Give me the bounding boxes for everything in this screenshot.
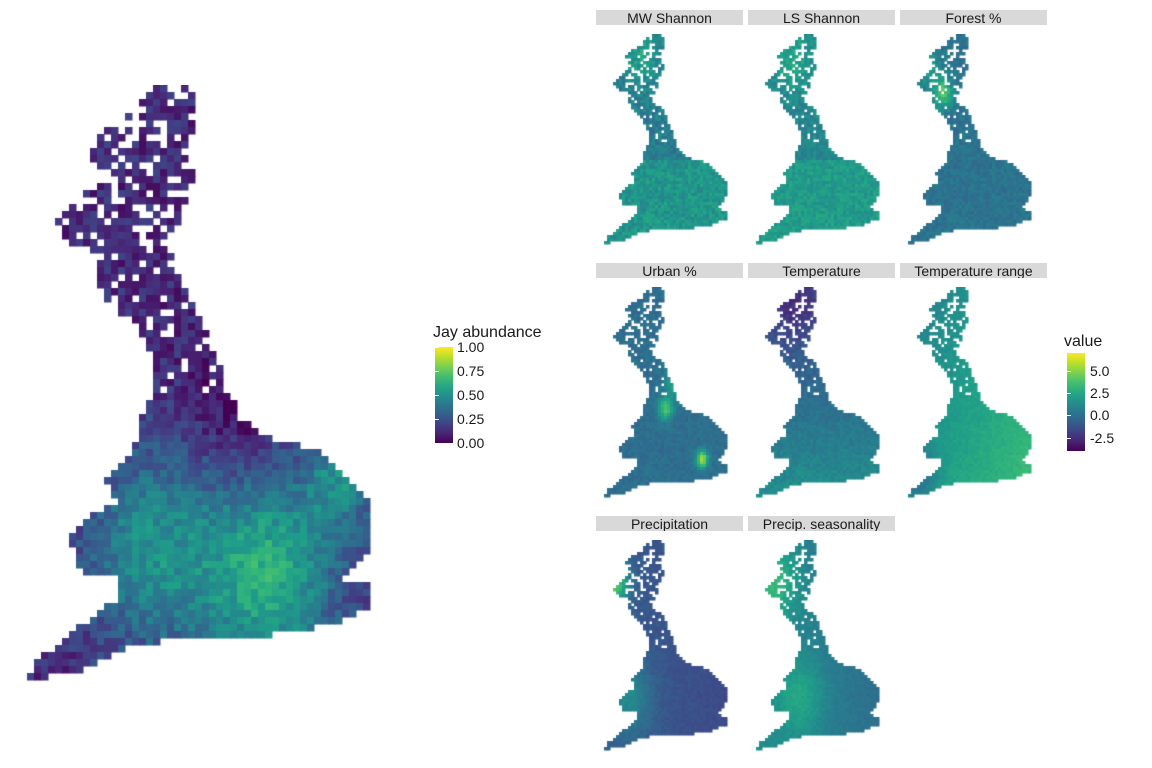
value-legend-tick-mark [1067,415,1071,417]
facet-map-temp [753,287,889,499]
legend-tick-label: 0.50 [457,387,485,403]
legend-tick-label: 0.00 [457,435,485,451]
facet-strip: Temperature range [900,263,1047,278]
value-legend-title: value [1064,333,1103,350]
facet-strip: Forest % [900,10,1047,25]
facet-map-precip [601,540,737,752]
facet-strip: Precip. seasonality [748,516,895,531]
facet-map-trange [905,287,1041,499]
value-legend-tick-mark [1067,393,1071,395]
facet-strip: Urban % [596,263,743,278]
facet-strip: LS Shannon [748,10,895,25]
value-legend-tick-mark [1067,370,1071,372]
legend-tick-mark [435,395,439,396]
legend-tick-mark [435,347,439,348]
value-legend-tick-label: -2.5 [1090,429,1115,446]
facet-map-forest [905,34,1041,246]
value-legend-tick-mark [1067,437,1071,439]
facet-map-mw [601,34,737,246]
facet-strip: MW Shannon [596,10,743,25]
legend-colorbar [435,347,453,443]
facet-strip: Temperature [748,263,895,278]
value-legend-colorbar [1067,353,1085,451]
facet-map-pseason [753,540,889,752]
legend-tick-label: 1.00 [457,339,485,355]
facet-strip: Precipitation [596,516,743,531]
jay-abundance-map [20,85,400,685]
facet-map-urban [601,287,737,499]
value-legend-tick-label: 5.0 [1090,362,1110,379]
legend-tick-mark [435,419,439,420]
legend-tick-mark [435,371,439,372]
value-legend-tick-label: 2.5 [1090,385,1110,402]
legend-tick-label: 0.75 [457,363,485,379]
legend-tick-label: 0.25 [457,411,485,427]
value-legend-tick-label: 0.0 [1090,407,1110,424]
legend-tick-mark [435,443,439,444]
legend-title: Jay abundance [433,324,542,341]
facet-map-ls [753,34,889,246]
